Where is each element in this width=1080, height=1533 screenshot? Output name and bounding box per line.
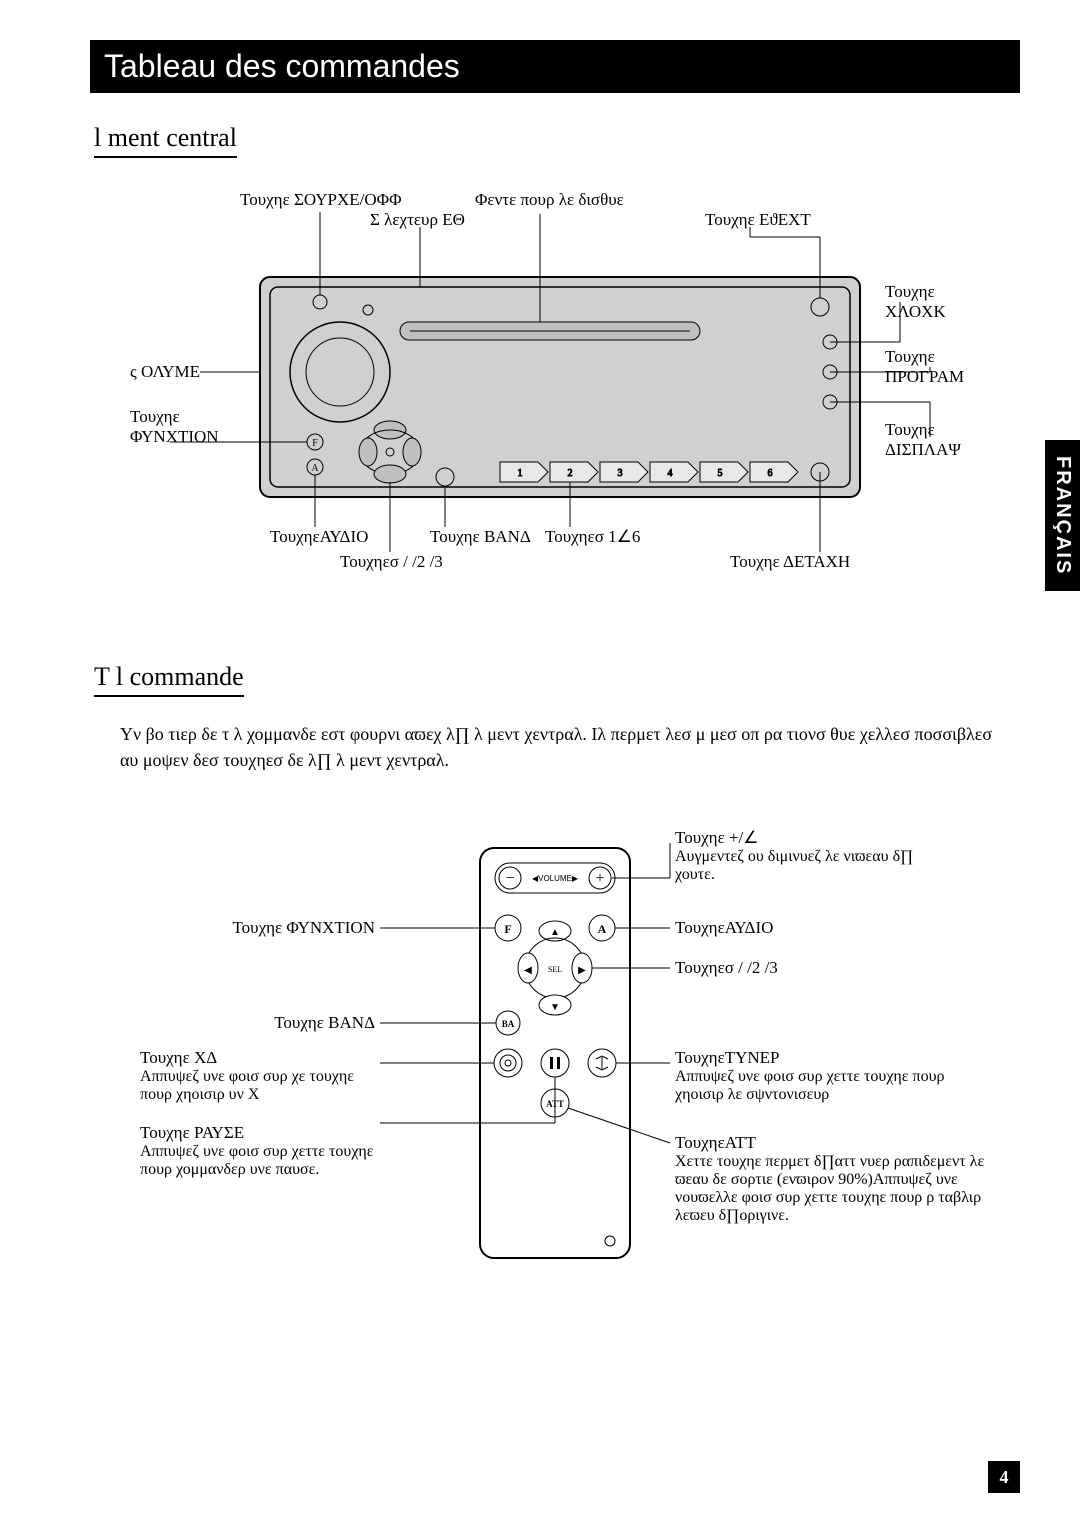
remote-label-tuner: ΤουχηεΤΥΝΕΡ Αππυψεζ υνε φοισ συρ χεττε τ… xyxy=(675,1048,975,1104)
svg-text:F: F xyxy=(504,922,511,936)
svg-text:▶: ▶ xyxy=(578,965,586,976)
remote-label-att: ΤουχηεΑΤΤ Χεττε τουχηε περμετ δ∏αττ νυερ… xyxy=(675,1133,985,1225)
label-audio: ΤουχηεΑΥΔΙΟ xyxy=(270,527,368,547)
svg-text:4: 4 xyxy=(668,468,673,479)
svg-text:SEL: SEL xyxy=(548,965,562,974)
page-number: 4 xyxy=(988,1461,1020,1493)
remote-label-function: Τουχηε ΦΥΝΧΤΙΟΝ xyxy=(190,918,375,938)
svg-text:A: A xyxy=(598,922,607,936)
page-title-bar: Tableau des commandes xyxy=(90,40,1020,93)
language-tab: FRANÇAIS xyxy=(1045,440,1080,591)
svg-text:2: 2 xyxy=(568,468,573,479)
label-function: ΤουχηεΦΥΝΧΤΙΟΝ xyxy=(130,407,219,447)
label-touches-123: Τουχηεσ / /2 /3 xyxy=(340,552,443,572)
label-program: ΤουχηεΠΡΟΓΡΑΜ xyxy=(885,347,964,387)
label-detach: Τουχηε ΔΕΤΑΧΗ xyxy=(730,552,850,572)
remote-label-pause: Τουχηε ΡΑΥΣΕ Αππυψεζ υνε φοισ συρ χεττε … xyxy=(140,1123,375,1179)
svg-text:3: 3 xyxy=(618,468,623,479)
label-band: Τουχηε ΒΑΝΔ xyxy=(430,527,531,547)
remote-label-band: Τουχηε ΒΑΝΔ xyxy=(190,1013,375,1033)
svg-text:A: A xyxy=(311,463,319,474)
svg-text:+: + xyxy=(595,870,604,887)
central-unit-diagram: F A 1 2 3 xyxy=(130,182,980,602)
label-display: ΤουχηεΔΙΣΠΛΑΨ xyxy=(885,420,961,460)
remote-diagram: − + ◀VOLUME▶ F A ▲ ◀ ▶ ▼ SEL xyxy=(130,823,980,1343)
remote-label-audio: ΤουχηεΑΥΔΙΟ xyxy=(675,918,955,938)
svg-text:6: 6 xyxy=(768,468,773,479)
section-2: T l commande Υν βο τιερ δε τ λ χομμανδε … xyxy=(90,662,1020,1343)
svg-text:5: 5 xyxy=(718,468,723,479)
page-title: Tableau des commandes xyxy=(104,48,460,84)
label-clock: ΤουχηεΧΛΟΧΚ xyxy=(885,282,946,322)
section2-body: Υν βο τιερ δε τ λ χομμανδε εστ φουρνι αϖ… xyxy=(120,721,1000,773)
svg-text:▼: ▼ xyxy=(550,1002,560,1013)
label-source-off: Τουχηε ΣΟΥΡΧΕ/ΟΦΦ xyxy=(240,190,402,210)
remote-label-volume: Τουχηε +/∠ Αυγμεντεζ ου διμινυεζ λε νιϖε… xyxy=(675,828,955,884)
svg-text:−: − xyxy=(505,870,514,887)
svg-text:◀VOLUME▶: ◀VOLUME▶ xyxy=(532,874,579,883)
remote-label-cd: Τουχηε ΧΔ Αππυψεζ υνε φοισ συρ χε τουχηε… xyxy=(140,1048,380,1104)
svg-text:BA: BA xyxy=(502,1019,515,1029)
label-touches-16: Τουχηεσ 1∠6 xyxy=(545,527,640,547)
label-selecteur-eq: Σ λεχτευρ ΕΘ xyxy=(370,210,465,230)
section-1: l ment central xyxy=(90,123,1020,602)
svg-text:◀: ◀ xyxy=(524,965,532,976)
section2-heading: T l commande xyxy=(94,662,244,697)
label-fente-disque: Φεντε πουρ λε δισθυε xyxy=(475,190,624,210)
svg-text:▲: ▲ xyxy=(550,927,560,938)
label-eject: Τουχηε ΕϑΕΧΤ xyxy=(705,210,811,230)
svg-text:F: F xyxy=(312,438,318,449)
remote-label-123: Τουχηεσ / /2 /3 xyxy=(675,958,955,978)
label-volume: ς ΟΛΥΜΕ xyxy=(130,362,200,382)
section1-heading: l ment central xyxy=(94,123,237,158)
svg-text:1: 1 xyxy=(518,468,523,479)
